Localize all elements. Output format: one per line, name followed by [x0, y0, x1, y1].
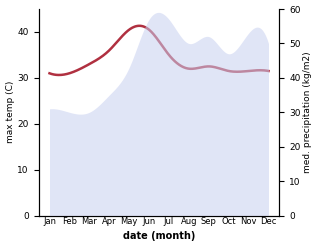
Y-axis label: max temp (C): max temp (C): [5, 81, 15, 144]
Y-axis label: med. precipitation (kg/m2): med. precipitation (kg/m2): [303, 51, 313, 173]
X-axis label: date (month): date (month): [123, 231, 195, 242]
